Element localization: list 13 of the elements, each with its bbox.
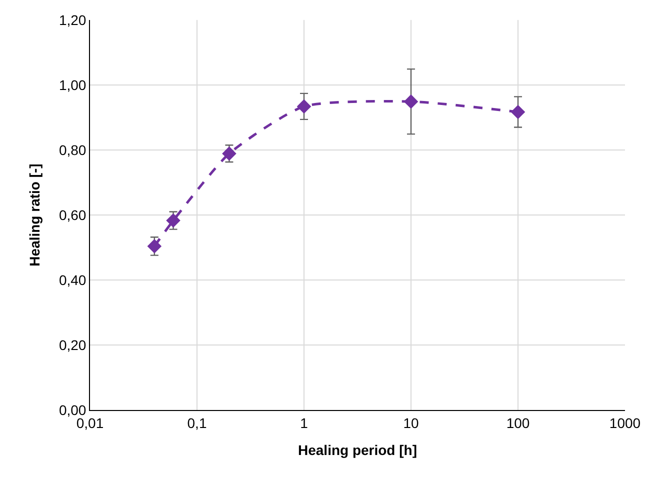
y-tick-label: 0,80 — [58, 142, 86, 158]
x-tick-label: 0,1 — [187, 414, 207, 431]
y-axis-title: Healing ratio [-] — [26, 164, 43, 266]
y-tick-label: 1,00 — [58, 76, 86, 93]
y-tick-label: 0,20 — [58, 336, 86, 353]
y-tick-label: 0,40 — [58, 272, 86, 288]
y-tick-label: 1,20 — [58, 12, 86, 28]
y-tick-label: 0,60 — [58, 206, 86, 223]
x-axis-title: Healing period [h] — [298, 442, 417, 458]
x-tick-label: 1 — [300, 414, 308, 431]
x-tick-label: 10 — [403, 414, 419, 431]
x-tick-label: 1000 — [609, 414, 641, 431]
x-tick-label: 100 — [506, 414, 530, 431]
